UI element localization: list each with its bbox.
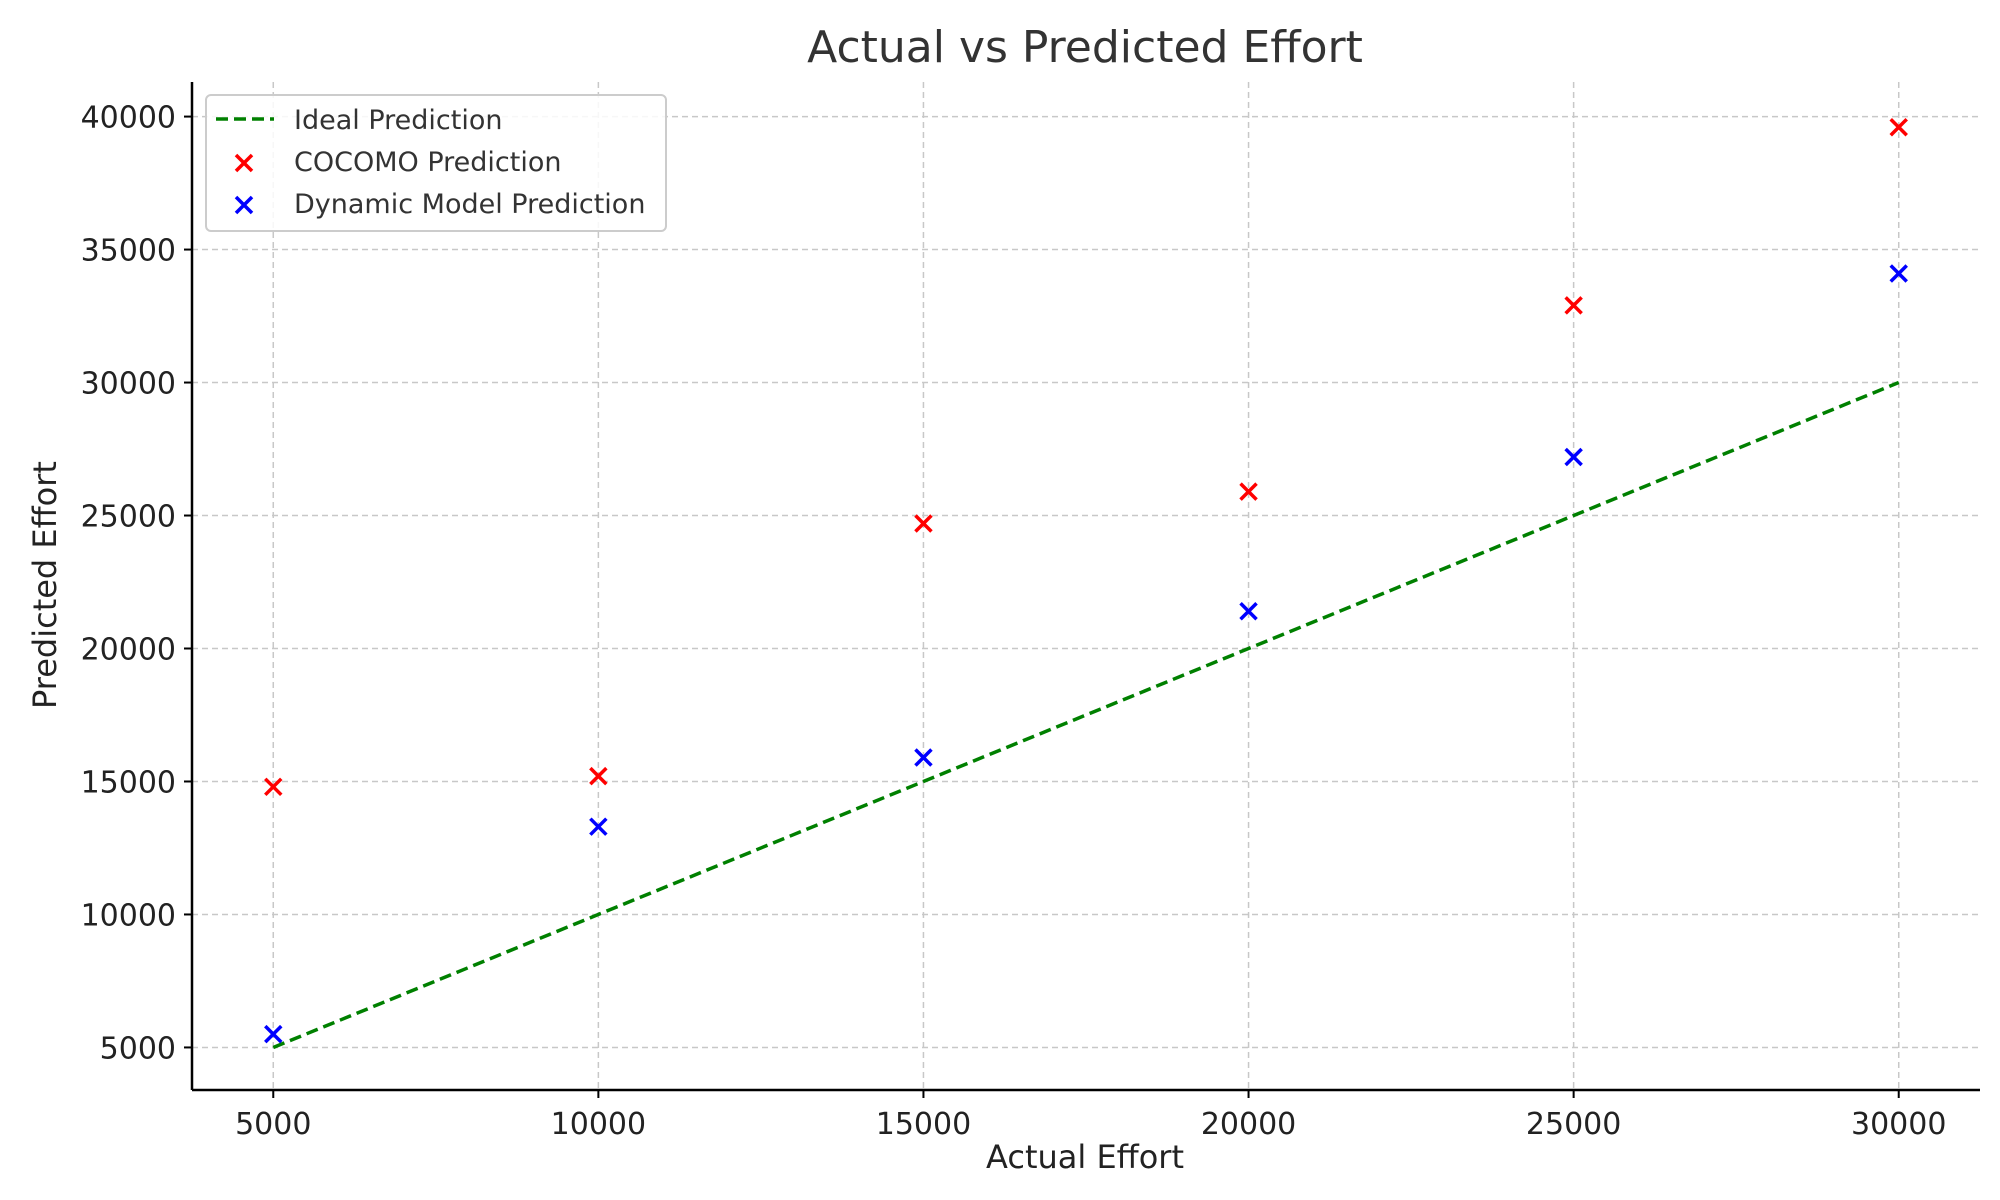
plot-data	[264, 117, 1908, 1050]
ideal-prediction-line	[272, 380, 1900, 1050]
x-tick-label: 15000	[876, 1107, 971, 1142]
y-tick-label: 20000	[81, 633, 176, 668]
cocomo-prediction-point	[1889, 117, 1908, 137]
cocomo-prediction-point	[264, 777, 283, 797]
legend-label-ideal-prediction: Ideal Prediction	[294, 105, 502, 136]
legend-label-dynamic-model-prediction: Dynamic Model Prediction	[294, 189, 645, 220]
dynamic-model-prediction-point	[264, 1024, 283, 1044]
cocomo-prediction-point	[1564, 296, 1583, 315]
y-tick-label: 15000	[81, 765, 176, 800]
legend-box	[205, 94, 667, 232]
x-tick-label: 5000	[235, 1107, 311, 1142]
x-tick-label: 30000	[1851, 1107, 1946, 1142]
y-tick-label: 30000	[81, 367, 176, 402]
legend-label-cocomo-prediction: COCOMO Prediction	[294, 147, 561, 178]
chart-title: Actual vs Predicted Effort	[807, 22, 1363, 73]
dynamic-model-prediction-point	[589, 817, 608, 836]
x-tick-label: 10000	[551, 1107, 646, 1142]
legend-marker-cocomo-prediction	[234, 153, 254, 173]
y-tick-label: 5000	[100, 1031, 176, 1066]
y-tick-label: 10000	[81, 898, 176, 933]
legend-marker-dynamic-model-prediction	[234, 195, 254, 215]
cocomo-prediction-point	[1239, 482, 1258, 501]
legend: Ideal Prediction COCOMO Prediction Dynamic…	[205, 94, 667, 232]
dynamic-model-prediction-point	[1564, 447, 1583, 467]
x-tick-label: 25000	[1526, 1107, 1621, 1142]
y-tick-label: 25000	[81, 500, 176, 535]
y-tick-label: 35000	[81, 234, 176, 269]
dynamic-model-prediction-point	[914, 748, 933, 767]
y-axis-label: Predicted Effort	[26, 461, 64, 709]
axes: 5000 10000 15000 20000 25000 30000 5000 10000 15…	[81, 82, 1980, 1142]
dynamic-model-prediction-point	[1239, 602, 1258, 621]
x-axis-label: Actual Effort	[986, 1138, 1184, 1176]
grid	[192, 82, 1980, 1090]
dynamic-model-prediction-point	[1889, 264, 1908, 283]
cocomo-prediction-point	[589, 766, 608, 786]
y-tick-label: 40000	[81, 101, 176, 136]
cocomo-prediction-point	[914, 514, 933, 533]
x-tick-label: 20000	[1201, 1107, 1296, 1142]
